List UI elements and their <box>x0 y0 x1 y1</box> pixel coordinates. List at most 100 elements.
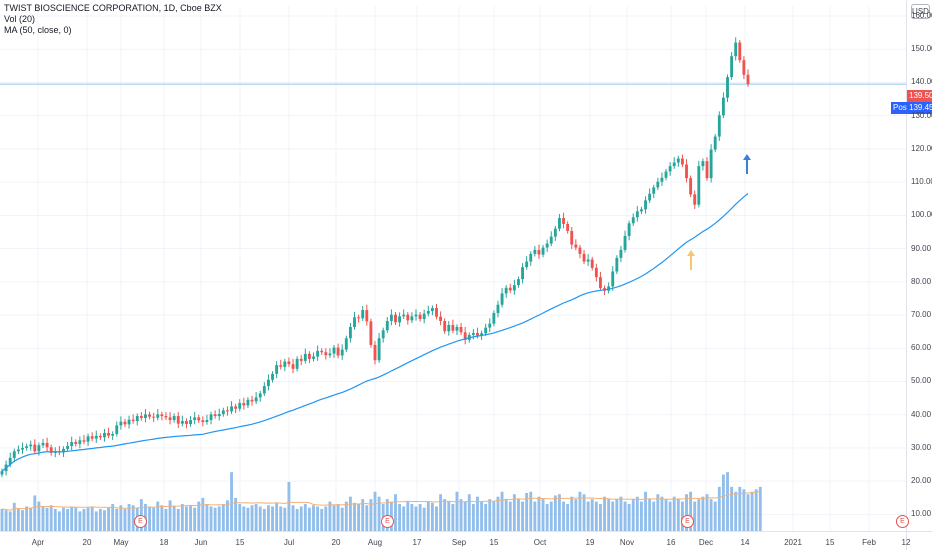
volume-bar <box>394 494 397 531</box>
candle-body <box>398 316 402 323</box>
volume-bar <box>250 505 254 531</box>
volume-bar <box>611 501 615 531</box>
volume-bar <box>627 504 631 531</box>
candle-body <box>664 171 668 178</box>
candle-body <box>582 253 586 262</box>
candle-body <box>705 161 709 179</box>
volume-bar <box>21 510 24 531</box>
candle-body <box>262 386 266 394</box>
candle-body <box>98 435 102 438</box>
volume-bar <box>365 505 369 531</box>
up-arrow-icon[interactable] <box>743 154 751 174</box>
candle-body <box>615 257 619 272</box>
candle-body <box>734 42 738 57</box>
volume-bar <box>467 494 471 531</box>
candle-body <box>230 406 233 412</box>
volume-bar <box>57 511 61 531</box>
volume-bar <box>402 506 406 531</box>
volume-bar <box>37 501 41 531</box>
candle-body <box>594 267 598 278</box>
volume-bar <box>152 507 156 531</box>
candle-body <box>357 317 361 319</box>
volume-bar <box>148 506 151 531</box>
volume-bar <box>410 504 414 531</box>
volume-bar <box>16 508 20 531</box>
candle-body <box>558 217 561 229</box>
volume-bar <box>459 499 463 531</box>
volume-bar <box>131 505 135 531</box>
candle-body <box>21 447 24 450</box>
candle-body <box>648 193 652 201</box>
candle-body <box>266 379 270 387</box>
candle-body <box>451 324 455 331</box>
volume-bar <box>320 508 324 531</box>
candle-body <box>631 217 635 224</box>
volume-bar <box>324 506 328 531</box>
price-tick-label: 110.00 <box>911 177 932 187</box>
moving-average-line[interactable]: MA (50, close, 0) <box>4 25 72 35</box>
earnings-event-marker[interactable]: E <box>381 515 394 528</box>
volume-bar <box>78 511 82 531</box>
time-tick-label: May <box>113 538 129 547</box>
candle-body <box>484 327 488 334</box>
time-tick-label: Feb <box>862 538 876 547</box>
candle-body <box>242 403 246 406</box>
volume-bar <box>168 500 172 531</box>
candle-body <box>238 403 242 409</box>
volume-bar <box>734 491 738 531</box>
volume-bar <box>619 496 623 531</box>
candle-body <box>578 247 582 254</box>
moving-average-curve <box>1 193 749 472</box>
candle-body <box>455 326 459 331</box>
earnings-event-marker[interactable]: E <box>896 515 909 528</box>
candle-body <box>590 259 594 268</box>
candle-body <box>135 416 139 422</box>
volume-bar <box>226 500 229 531</box>
volume-bar <box>217 506 221 531</box>
candle-body <box>443 321 447 332</box>
time-tick-label: 16 <box>666 538 676 547</box>
candle-body <box>62 448 65 453</box>
time-tick-label: 19 <box>585 538 595 547</box>
candle-body <box>332 347 336 354</box>
time-tick-label: 12 <box>901 538 911 547</box>
volume-bar <box>189 505 192 531</box>
candle-body <box>635 211 639 218</box>
volume-bar <box>603 496 606 531</box>
volume-bar <box>480 501 484 531</box>
volume-bar <box>25 506 29 531</box>
volume-bar <box>648 499 652 531</box>
candle-body <box>74 441 78 444</box>
candle-body <box>103 432 106 438</box>
earnings-event-marker[interactable]: E <box>134 515 147 528</box>
volume-bar <box>33 495 37 531</box>
candle-body <box>512 285 516 291</box>
price-tick-label: 160.00 <box>911 10 932 20</box>
earnings-event-marker[interactable]: E <box>681 515 694 528</box>
volume-indicator-line[interactable]: Vol (20) <box>4 14 36 24</box>
currency-button[interactable]: USD <box>911 4 930 19</box>
candle-body <box>197 417 201 421</box>
price-tick-label: 20.00 <box>911 476 932 486</box>
candle-body <box>49 447 53 453</box>
volume-bar <box>271 506 274 531</box>
candle-body <box>254 397 258 402</box>
candle-body <box>586 259 590 262</box>
volume-bar <box>746 494 750 531</box>
candle-body <box>668 166 672 172</box>
candle-body <box>685 164 688 179</box>
candle-body <box>0 471 4 475</box>
volume-bar <box>488 499 492 531</box>
volume-bar <box>517 499 520 531</box>
candle-body <box>553 228 557 237</box>
candle-body <box>250 399 254 402</box>
volume-bar <box>340 507 344 531</box>
volume-bar <box>62 507 65 531</box>
buy-arrow-icon[interactable] <box>687 250 695 270</box>
symbol-line[interactable]: TWIST BIOSCIENCE CORPORATION, 1D, Cboe B… <box>4 3 222 13</box>
volume-bar <box>644 491 647 531</box>
volume-bar <box>521 501 524 531</box>
candle-body <box>70 441 74 446</box>
candle-body <box>537 249 541 255</box>
